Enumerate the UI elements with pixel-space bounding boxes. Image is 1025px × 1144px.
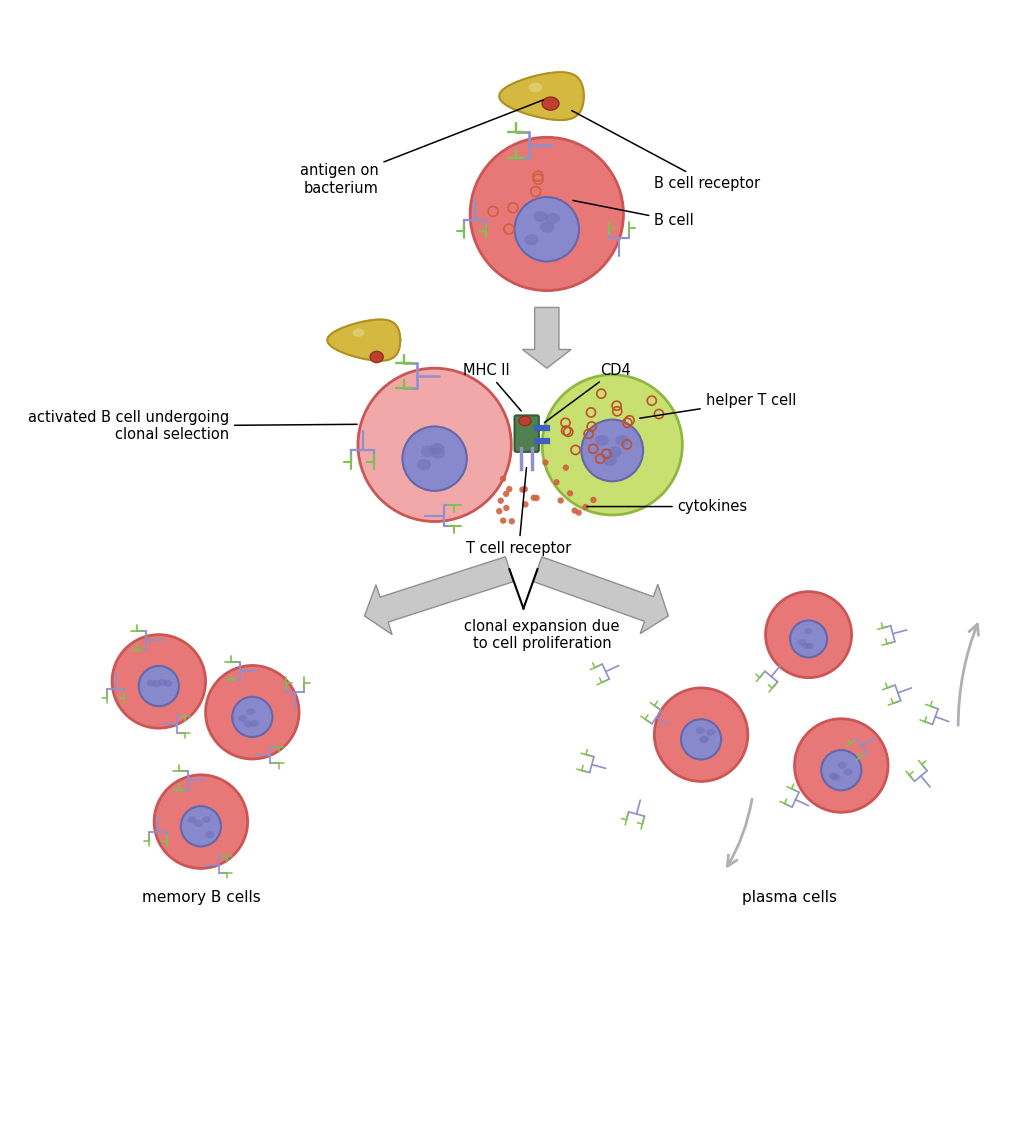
Ellipse shape <box>681 720 722 760</box>
Ellipse shape <box>500 517 506 524</box>
Polygon shape <box>499 72 584 120</box>
Ellipse shape <box>233 697 273 737</box>
Ellipse shape <box>523 501 529 508</box>
Ellipse shape <box>206 666 299 758</box>
Ellipse shape <box>545 213 560 224</box>
Ellipse shape <box>844 769 853 776</box>
FancyBboxPatch shape <box>515 415 539 452</box>
Ellipse shape <box>112 635 206 728</box>
Ellipse shape <box>194 820 203 827</box>
Ellipse shape <box>496 508 502 515</box>
Ellipse shape <box>604 455 617 466</box>
Ellipse shape <box>654 688 748 781</box>
Ellipse shape <box>700 736 709 742</box>
Ellipse shape <box>590 496 597 503</box>
Polygon shape <box>327 319 401 360</box>
Ellipse shape <box>706 729 715 736</box>
Ellipse shape <box>188 817 197 824</box>
Ellipse shape <box>244 721 253 728</box>
Ellipse shape <box>506 486 512 492</box>
Ellipse shape <box>554 479 560 485</box>
Ellipse shape <box>158 678 167 686</box>
Text: B cell receptor: B cell receptor <box>572 111 761 191</box>
Ellipse shape <box>790 620 827 658</box>
Text: memory B cells: memory B cells <box>141 890 260 905</box>
Ellipse shape <box>542 459 548 466</box>
Ellipse shape <box>522 486 528 492</box>
Ellipse shape <box>416 459 432 470</box>
Ellipse shape <box>596 435 609 446</box>
Ellipse shape <box>403 427 466 491</box>
Ellipse shape <box>699 737 708 744</box>
Polygon shape <box>365 557 514 635</box>
Ellipse shape <box>500 476 506 482</box>
Text: clonal expansion due
to cell proliferation: clonal expansion due to cell proliferati… <box>464 619 620 651</box>
Text: CD4: CD4 <box>544 363 630 422</box>
Ellipse shape <box>571 507 578 514</box>
Text: activated B cell undergoing
clonal selection: activated B cell undergoing clonal selec… <box>28 410 357 443</box>
Ellipse shape <box>519 416 531 426</box>
Ellipse shape <box>829 772 838 779</box>
Ellipse shape <box>370 351 383 363</box>
Ellipse shape <box>138 666 179 706</box>
Text: antigen on
bacterium: antigen on bacterium <box>299 100 543 196</box>
Ellipse shape <box>515 197 579 262</box>
Ellipse shape <box>147 680 156 686</box>
Ellipse shape <box>542 375 683 515</box>
Ellipse shape <box>567 490 573 496</box>
Ellipse shape <box>540 221 555 232</box>
Ellipse shape <box>250 720 259 728</box>
Ellipse shape <box>794 718 888 812</box>
Ellipse shape <box>608 446 622 458</box>
Ellipse shape <box>558 498 564 503</box>
Ellipse shape <box>163 680 172 686</box>
Ellipse shape <box>205 832 214 839</box>
Ellipse shape <box>152 681 161 688</box>
Ellipse shape <box>358 368 511 522</box>
Ellipse shape <box>531 494 537 501</box>
Ellipse shape <box>497 498 504 503</box>
Ellipse shape <box>154 774 248 868</box>
Ellipse shape <box>766 591 852 677</box>
Ellipse shape <box>533 494 540 501</box>
Ellipse shape <box>696 726 705 733</box>
Ellipse shape <box>805 628 813 635</box>
Ellipse shape <box>529 82 542 93</box>
Ellipse shape <box>803 643 811 649</box>
Ellipse shape <box>503 491 509 496</box>
Ellipse shape <box>797 639 806 645</box>
Ellipse shape <box>563 464 569 471</box>
Text: plasma cells: plasma cells <box>742 890 837 905</box>
Ellipse shape <box>542 97 559 110</box>
Ellipse shape <box>421 445 436 456</box>
Text: B cell: B cell <box>573 200 694 228</box>
Ellipse shape <box>238 715 247 722</box>
Text: MHC II: MHC II <box>462 363 521 411</box>
Ellipse shape <box>525 235 539 246</box>
Ellipse shape <box>503 505 509 511</box>
Polygon shape <box>533 557 668 634</box>
Ellipse shape <box>520 486 526 493</box>
Ellipse shape <box>806 643 814 649</box>
Ellipse shape <box>508 518 515 524</box>
Ellipse shape <box>353 328 364 337</box>
Ellipse shape <box>582 503 588 510</box>
Ellipse shape <box>575 509 582 516</box>
Text: cytokines: cytokines <box>587 499 748 514</box>
Ellipse shape <box>430 447 445 459</box>
Polygon shape <box>523 308 571 368</box>
Ellipse shape <box>581 420 643 482</box>
Ellipse shape <box>837 762 847 769</box>
Ellipse shape <box>831 773 840 780</box>
Ellipse shape <box>533 210 547 222</box>
Text: helper T cell: helper T cell <box>640 394 796 419</box>
Ellipse shape <box>821 750 861 791</box>
Ellipse shape <box>615 435 629 446</box>
Ellipse shape <box>202 816 211 824</box>
Ellipse shape <box>470 137 623 291</box>
Ellipse shape <box>180 807 221 847</box>
Ellipse shape <box>429 443 445 454</box>
Text: T cell receptor: T cell receptor <box>466 468 571 556</box>
Ellipse shape <box>246 708 255 715</box>
